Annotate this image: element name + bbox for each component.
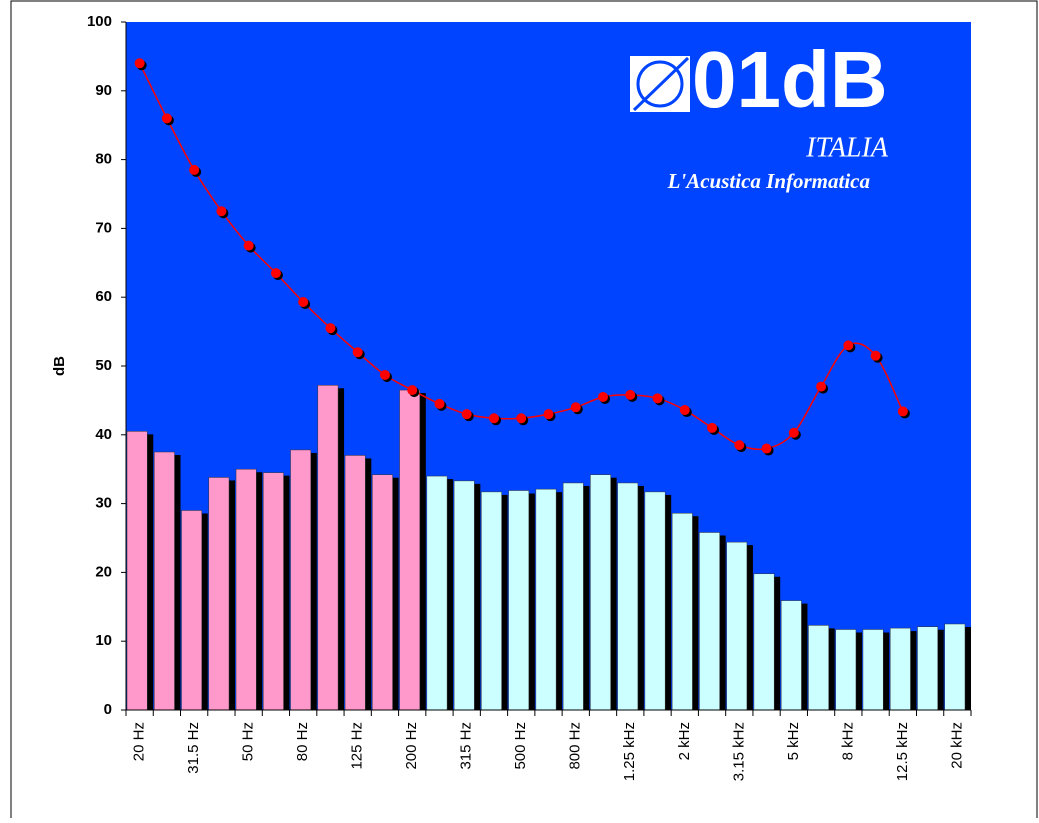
line-point	[189, 164, 200, 175]
y-tick-label: 10	[95, 632, 112, 649]
x-tick-label: 31.5 Hz	[185, 722, 202, 774]
bar	[562, 482, 584, 711]
x-tick-label: 8 kHz	[839, 722, 856, 760]
frame	[10, 0, 1038, 823]
bar	[671, 512, 693, 711]
y-tick-label: 40	[95, 426, 112, 443]
bar	[644, 491, 666, 711]
y-tick-label: 50	[95, 357, 112, 374]
line-point	[270, 268, 281, 279]
logo-tagline: L'Acustica Informatica	[667, 169, 870, 193]
bar	[835, 629, 857, 711]
y-tick-label: 90	[95, 82, 112, 99]
line-point	[570, 402, 581, 413]
bar	[726, 541, 748, 711]
y-tick-label: 70	[95, 219, 112, 236]
line-point	[161, 113, 172, 124]
bar	[344, 455, 366, 711]
line-point	[788, 427, 799, 438]
line-point	[870, 350, 881, 361]
bar	[317, 385, 339, 711]
line-point	[516, 413, 527, 424]
bar	[917, 626, 938, 711]
line-point	[598, 391, 609, 402]
bar	[508, 490, 530, 711]
x-tick-label: 800 Hz	[567, 722, 584, 770]
line-point	[243, 240, 254, 251]
logo-country: ITALIA	[805, 132, 889, 163]
bar	[154, 451, 175, 711]
x-tick-label: 2 kHz	[676, 722, 693, 760]
y-tick-label: 100	[87, 13, 112, 30]
bar	[181, 510, 203, 711]
line-point	[707, 422, 718, 433]
x-tick-label: 3.15 kHz	[730, 722, 747, 781]
x-tick-label: 125 Hz	[349, 722, 366, 770]
bar	[208, 477, 230, 711]
line-point	[816, 381, 827, 392]
bar	[263, 472, 284, 711]
bar	[862, 629, 884, 711]
bar	[372, 474, 393, 711]
logo-icon-slash	[632, 56, 690, 112]
line-point	[434, 398, 445, 409]
y-tick-label: 80	[95, 151, 112, 168]
line-point	[843, 340, 854, 351]
bar	[290, 449, 312, 711]
bar	[399, 389, 421, 711]
x-tick-label: 50 Hz	[240, 722, 257, 761]
line-point	[216, 206, 227, 217]
bar	[808, 625, 829, 711]
logo: 01dB ITALIA L'Acustica Informatica	[630, 35, 889, 193]
line-point	[734, 440, 745, 451]
line-point	[625, 389, 636, 400]
x-tick-label: 1.25 kHz	[621, 722, 638, 781]
bar	[699, 532, 720, 711]
bar	[481, 491, 502, 711]
y-tick-label: 0	[104, 701, 112, 718]
line-point	[352, 347, 363, 358]
bar	[535, 488, 557, 711]
bar	[753, 573, 775, 711]
line-point	[325, 323, 336, 334]
line-point	[652, 393, 663, 404]
line-point	[298, 297, 309, 308]
bar	[944, 623, 966, 711]
x-tick-label: 80 Hz	[294, 722, 311, 761]
y-tick-label: 30	[95, 495, 112, 512]
x-tick-label: 500 Hz	[512, 722, 529, 770]
x-tick-label: 315 Hz	[458, 722, 475, 770]
y-tick-label: 20	[95, 563, 112, 580]
y-axis-label: dB	[51, 356, 68, 376]
line-point	[543, 409, 554, 420]
line-point	[897, 406, 908, 417]
bar	[453, 480, 475, 711]
logo-brand: 01dB	[692, 35, 888, 124]
line-point	[134, 58, 145, 69]
bar	[780, 600, 802, 711]
line-point	[461, 409, 472, 420]
bar	[590, 474, 611, 711]
bar	[426, 475, 448, 711]
line-point	[379, 369, 390, 380]
bar	[126, 431, 148, 711]
line-point	[407, 385, 418, 396]
line-point	[679, 405, 690, 416]
x-tick-label: 5 kHz	[785, 722, 802, 760]
x-tick-label: 12.5 kHz	[894, 722, 911, 781]
x-tick-label: 200 Hz	[403, 722, 420, 770]
y-tick-label: 60	[95, 288, 112, 305]
bar	[617, 482, 639, 711]
x-tick-label: 20 kHz	[948, 722, 965, 769]
line-point	[761, 443, 772, 454]
bar	[889, 627, 911, 711]
x-tick-label: 20 Hz	[131, 722, 148, 761]
logo-icon-circle	[636, 60, 684, 108]
line-point	[488, 413, 499, 424]
bar	[235, 468, 257, 711]
